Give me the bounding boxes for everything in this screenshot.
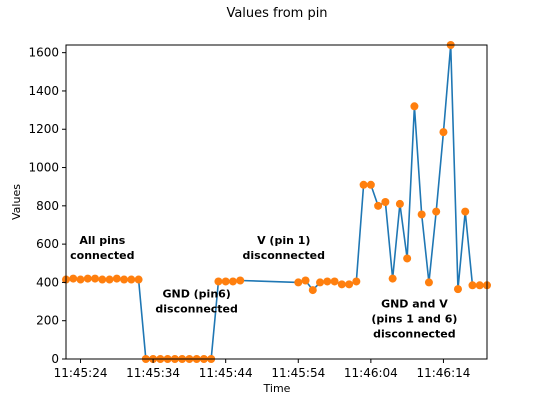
data-point [98,275,107,284]
annotation-text: connected [70,249,134,262]
annotation-text: GND (pin6) [162,288,230,301]
y-tick-label: 1000 [28,161,59,175]
y-tick-label: 1600 [28,46,59,60]
data-point [214,277,223,286]
data-point [127,275,136,284]
y-tick-label: 200 [36,314,59,328]
data-point [432,207,441,216]
series-line [240,279,299,284]
y-tick-label: 1200 [28,122,59,136]
annotation-text: disconnected [243,249,326,262]
data-point [468,281,477,290]
data-point [221,277,230,286]
annotation-group: All pins connected GND (pin6) disconnected V… [70,234,457,340]
data-point [410,102,419,111]
data-point [417,210,426,219]
x-tick-label: 11:46:14 [416,366,470,380]
x-tick-label: 11:45:44 [199,366,253,380]
data-point [337,280,346,289]
annotation-text: disconnected [373,327,456,340]
chart-title: Values from pin [226,6,327,21]
data-point [424,278,433,287]
x-axis: 11:45:24 11:45:34 11:45:44 11:45:54 11:46:04… [54,359,470,380]
y-tick-label: 400 [36,275,59,289]
y-tick-label: 800 [36,199,59,213]
x-tick-label: 11:45:54 [271,366,325,380]
annotation-text: V (pin 1) [257,234,310,247]
y-tick-label: 0 [51,352,59,366]
data-point [323,277,332,286]
x-tick-label: 11:45:34 [126,366,180,380]
data-point [236,276,245,285]
data-point [76,275,85,284]
data-point [105,275,114,284]
data-point [345,280,354,289]
y-axis-title: Values [10,184,23,220]
x-axis-title: Time [263,382,291,395]
data-point [69,274,78,283]
y-axis: 0 200 400 600 800 1000 1200 1400 1600 [28,46,66,366]
x-tick-label: 11:45:24 [54,366,108,380]
y-tick-label: 600 [36,237,59,251]
data-point [374,201,383,210]
data-point [395,199,404,208]
data-point [83,274,92,283]
data-point [366,180,375,189]
data-point [403,254,412,263]
x-tick-label: 11:46:04 [344,366,398,380]
data-point [316,278,325,287]
data-point [301,276,310,285]
data-point [112,274,121,283]
plot-frame [65,44,488,360]
series-line [298,44,487,291]
data-point [475,281,484,290]
plot-area: All pins connected GND (pin6) disconnected V… [62,41,491,363]
annotation-text: disconnected [155,303,238,316]
data-point [352,277,361,286]
data-point [359,180,368,189]
data-point [439,128,448,137]
data-point [120,275,129,284]
data-point [381,198,390,206]
series-group [62,41,491,363]
data-point [294,278,303,287]
data-point [330,277,339,286]
annotation-text: GND and V [381,297,448,310]
data-point [308,286,317,295]
annotation-text: All pins [79,234,125,247]
data-point [453,285,462,294]
data-point [228,277,237,286]
data-point [134,275,143,284]
y-tick-label: 1400 [28,84,59,98]
annotation-text: (pins 1 and 6) [371,312,457,325]
data-point [91,274,100,283]
data-point [461,207,470,216]
data-point [388,274,397,283]
